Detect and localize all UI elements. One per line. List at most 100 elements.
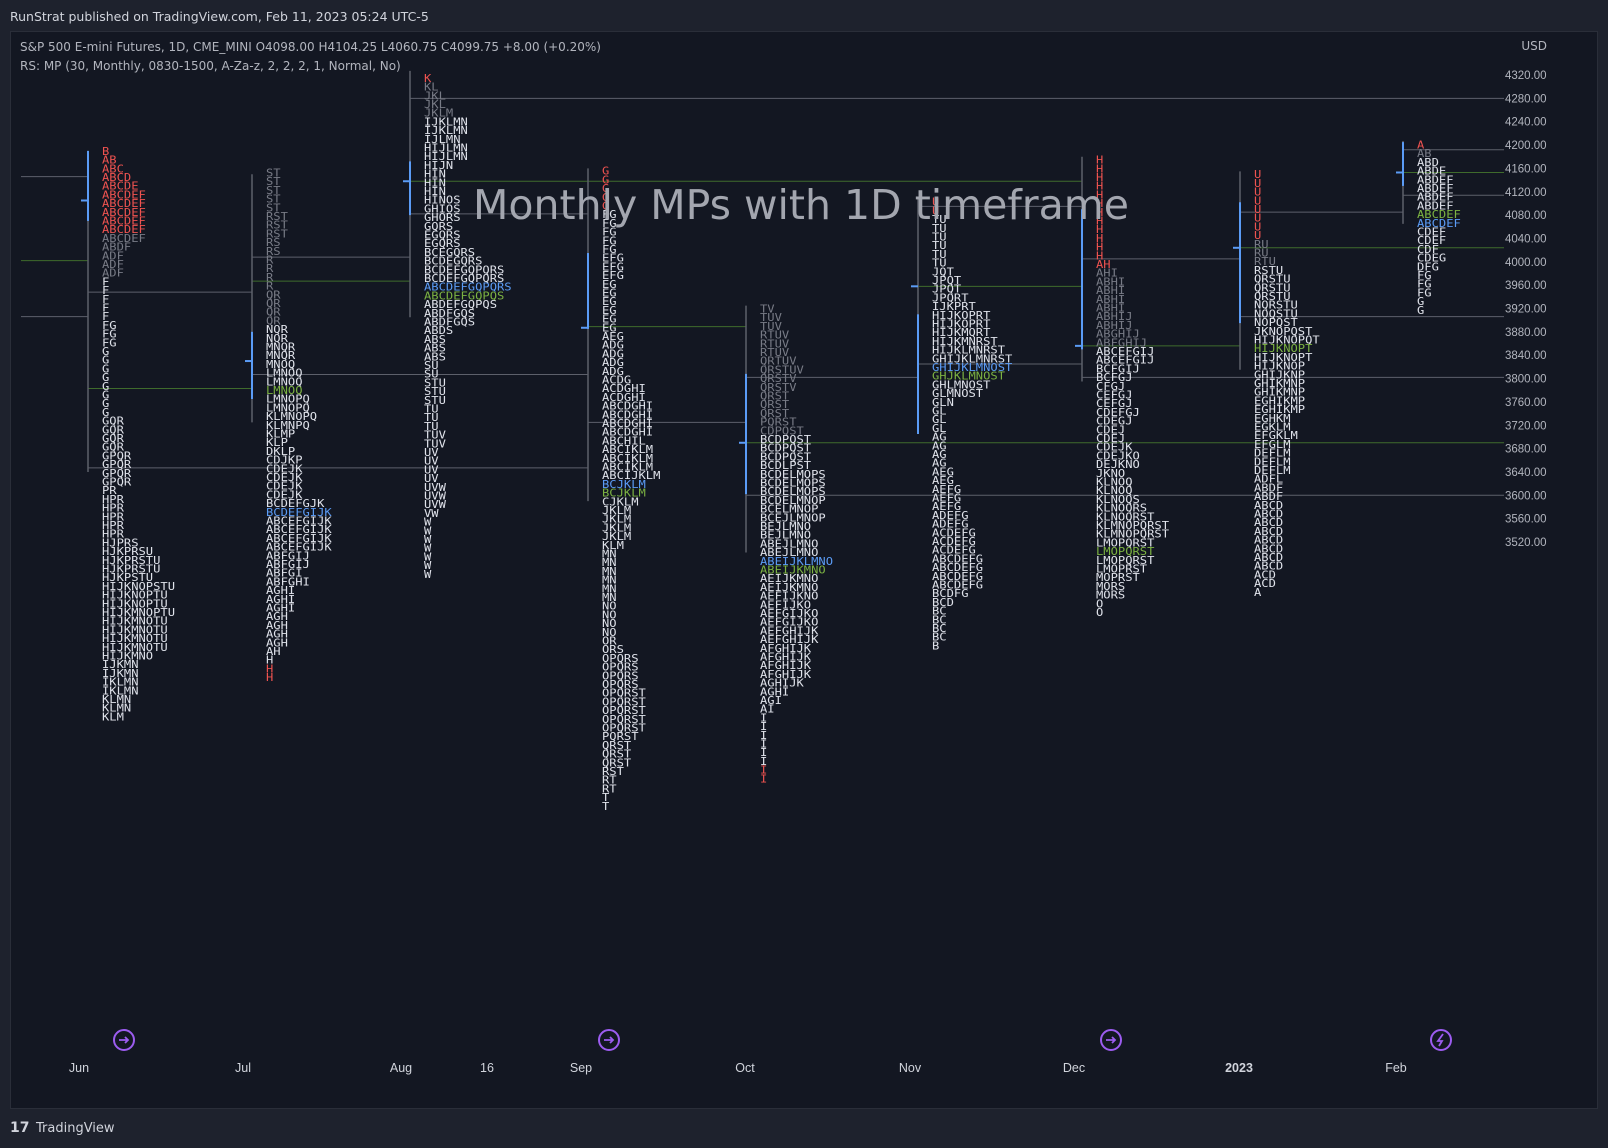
profile-letters: ABHI bbox=[1096, 284, 1125, 297]
time-tick-label: Jul bbox=[235, 1061, 251, 1075]
profile-letters: QRST bbox=[602, 748, 632, 761]
profile-letters: ABCDEFG bbox=[932, 578, 983, 591]
profile-letters: ADG bbox=[602, 339, 624, 352]
profile-letters: HJKPRSTU bbox=[102, 554, 160, 567]
profile-letters: BCDELMOPS bbox=[760, 477, 826, 490]
profile-letters: TUV bbox=[760, 311, 782, 324]
profile-letters: LMOPQRST bbox=[1096, 545, 1155, 558]
profile-letters: BCDELMOPS bbox=[760, 485, 826, 498]
profile-letters: F bbox=[102, 275, 109, 288]
profile-letters: IKLMN bbox=[102, 684, 139, 697]
price-tick-label: 3920.00 bbox=[1505, 304, 1547, 316]
profile-letters: TU bbox=[932, 248, 947, 261]
profile-letters: ABCDEF bbox=[102, 214, 146, 227]
profile-letters: PQRST bbox=[760, 416, 797, 429]
profile-letters: I bbox=[760, 746, 767, 759]
profile-letters: GHLMNOST bbox=[932, 378, 991, 391]
profile-letters: BCEGQRS bbox=[424, 246, 475, 259]
profile-letters: MN bbox=[602, 565, 617, 578]
profile-letters: EGHKM bbox=[1254, 412, 1291, 425]
profile-letters: ABGHIJ bbox=[1096, 328, 1140, 341]
profile-letters: ABCD bbox=[1254, 542, 1283, 555]
price-tick-label: 4200.00 bbox=[1505, 140, 1547, 152]
profile-letters: ACDEFG bbox=[932, 544, 976, 557]
profile-letters: ABC bbox=[102, 162, 124, 175]
profile-letters: G bbox=[102, 380, 109, 393]
profile-letters: STU bbox=[424, 385, 446, 398]
profile-letters: G bbox=[102, 388, 109, 401]
profile-letters: RTUV bbox=[760, 337, 790, 350]
currency-label[interactable]: USD bbox=[1521, 39, 1547, 53]
profile-letters: BCEJLMNOP bbox=[760, 511, 826, 524]
time-tick-label: 2023 bbox=[1225, 1061, 1253, 1075]
event-arrow-icon bbox=[604, 1036, 615, 1044]
profile-letters: F bbox=[102, 301, 109, 314]
profile-letters: UV bbox=[424, 455, 439, 468]
profile-letters: KLNOQRST bbox=[1096, 510, 1155, 523]
profile-letters: BCDEFGIJK bbox=[266, 506, 332, 519]
profile-letters: HIJKMQRT bbox=[932, 326, 991, 339]
profile-letters: ABDF bbox=[1254, 481, 1283, 494]
profile-letters: IJLMN bbox=[424, 133, 461, 146]
profile-letters: AG bbox=[932, 448, 947, 461]
profile-letters: ABCDEFG bbox=[932, 561, 983, 574]
profile-letters: HIJKNOP bbox=[1254, 360, 1306, 373]
profile-letters: KLNOQS bbox=[1096, 493, 1140, 506]
profile-letters: HPR bbox=[102, 519, 124, 532]
profile-letters: CDEG bbox=[1417, 252, 1446, 265]
profile-letters: UVW bbox=[424, 481, 446, 494]
price-tick-label: 4320.00 bbox=[1505, 70, 1547, 82]
profile-letters: AEFG bbox=[932, 491, 961, 504]
profile-letters: KLM bbox=[102, 710, 124, 723]
profile-letters: ABFGIJ bbox=[266, 558, 310, 571]
profile-letters: RST bbox=[266, 210, 288, 223]
profile-letters: GHIOS bbox=[424, 202, 461, 215]
time-tick-label: Dec bbox=[1063, 1061, 1085, 1075]
profile-letters: AFGHIJK bbox=[760, 668, 812, 681]
profile-letters: ABDFGQS bbox=[424, 307, 475, 320]
profile-letters: AGH bbox=[266, 619, 288, 632]
profile-letters: ABCD bbox=[1254, 499, 1283, 512]
profile-letters: AFGHIJK bbox=[760, 659, 812, 672]
profile-letters: AFGHIJK bbox=[760, 651, 812, 664]
profile-letters: ABDEF bbox=[1417, 173, 1454, 186]
profile-letters: UV bbox=[424, 472, 439, 485]
profile-letters: FG bbox=[602, 226, 617, 239]
profile-letters: ADG bbox=[602, 365, 624, 378]
profile-letters: R bbox=[266, 262, 274, 275]
symbol-legend[interactable]: S&P 500 E-mini Futures, 1D, CME_MINI O40… bbox=[20, 40, 601, 54]
profile-letters: R bbox=[266, 271, 274, 284]
profile-letters: AEFGIJKO bbox=[760, 616, 818, 629]
profile-letters: BC bbox=[932, 631, 947, 644]
event-arrow-icon bbox=[598, 1029, 620, 1051]
profile-letters: G bbox=[102, 354, 109, 367]
profile-letters: GHIJKLMNRST bbox=[932, 352, 1013, 365]
profile-letters: H bbox=[266, 671, 273, 684]
profile-letters: GQR bbox=[102, 415, 124, 428]
profile-letters: MN bbox=[602, 574, 617, 587]
profile-letters: ABHI bbox=[1096, 293, 1125, 306]
market-profile-chart[interactable]: BABABCABCDABCDEABCDEFABCDEFABCDEFABCDEFA… bbox=[11, 32, 1598, 1109]
indicator-legend[interactable]: RS: MP (30, Monthly, 0830-1500, A-Za-z, … bbox=[20, 59, 401, 73]
profile-letters: ADEFG bbox=[932, 509, 969, 522]
profile-letters: AEG bbox=[602, 330, 624, 343]
profile-letters: BCDELMOPS bbox=[760, 468, 826, 481]
profile-letters: NQR bbox=[266, 323, 288, 336]
profile-letters: ABHI bbox=[1096, 275, 1125, 288]
profile-letters: EGQRS bbox=[424, 229, 461, 242]
profile-letters: JKL bbox=[424, 89, 446, 102]
profile-letters: ABCDGHI bbox=[602, 408, 653, 421]
profile-letters: ABFGHIJ bbox=[1096, 336, 1147, 349]
profile-letters: HIJLMN bbox=[424, 150, 468, 163]
profile-letters: G bbox=[602, 165, 609, 178]
chart-pane[interactable]: B AB ABC ABCD ABCDE ABCDEF ABCDEF ABCDEF ABCDEF A… bbox=[10, 31, 1598, 1109]
profile-letters: HIJKMNRST bbox=[932, 335, 998, 348]
profile-letters: ABCIKLM bbox=[602, 443, 654, 456]
profile-letters: RST bbox=[602, 765, 624, 778]
price-tick-label: 4160.00 bbox=[1505, 163, 1547, 175]
profile-letters: CEFGJ bbox=[1096, 397, 1133, 410]
profile-letters: CDEFGJ bbox=[1096, 406, 1140, 419]
profile-letters: VW bbox=[424, 507, 439, 520]
profile-letters: LMOPQRST bbox=[1096, 536, 1155, 549]
profile-letters: H bbox=[266, 662, 273, 675]
